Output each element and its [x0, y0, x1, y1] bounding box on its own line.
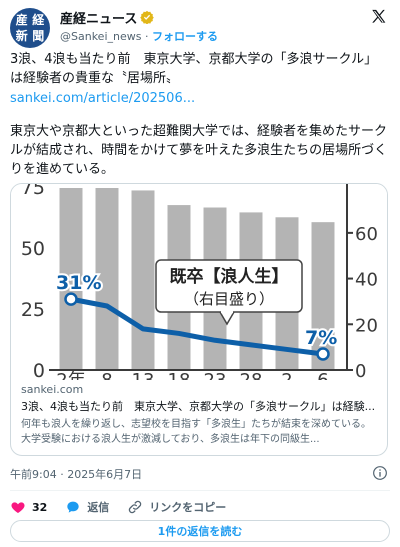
reply-button[interactable]: 返信: [65, 499, 109, 515]
bar: [95, 188, 119, 370]
avatar-char: 新: [15, 29, 28, 44]
start-value-label: 31%: [56, 272, 101, 294]
y-right-tick-label: 40: [355, 270, 378, 291]
x-tick-label: 2: [281, 370, 292, 380]
x-tick-label: 8: [101, 370, 112, 380]
like-button[interactable]: 32: [10, 499, 47, 515]
post-body: 東京大や京都大といった超難関大学では、経験者を集めたサークルが結成され、時間をか…: [10, 124, 388, 177]
card-description: 何年も浪人を繰り返し、志望校を目指す「多浪生」たちが結束を深めている。大学受験に…: [21, 419, 371, 445]
y-right-tick-label: 20: [355, 315, 378, 336]
x-tick-label: 6: [317, 370, 328, 380]
y-right-tick-label: 60: [355, 224, 378, 245]
avatar-char: 産: [15, 12, 28, 27]
bar: [311, 222, 335, 370]
x-tick-label: 13: [132, 370, 155, 380]
copy-link-label: リンクをコピー: [149, 501, 227, 514]
action-bar: 32 返信 リンクをコピー: [10, 497, 244, 517]
post-timestamp[interactable]: 午前9:04 · 2025年6月7日: [10, 468, 143, 481]
bar: [59, 188, 83, 370]
series-name-label: 既卒【浪人生】: [170, 266, 289, 287]
account-name[interactable]: 産経ニュース: [60, 11, 138, 27]
account-name-row: 産経ニュース: [60, 8, 155, 27]
read-replies-button[interactable]: 1件の返信を読む: [10, 520, 390, 542]
verified-badge-icon: [140, 10, 155, 24]
like-count: 32: [32, 500, 48, 514]
avatar-char: 経: [32, 12, 45, 27]
y-left-tick-label: 0: [33, 360, 45, 380]
link-card[interactable]: 0 25 50 75 0 20 40 60 31% 7% 既卒【浪人生】 （右目盛り） 2年 8 13 18 2…: [10, 183, 388, 456]
x-tick-label: 2年: [56, 370, 85, 380]
avatar-char: 聞: [32, 29, 45, 44]
end-value-label: 7%: [305, 327, 337, 349]
separator: ·: [144, 30, 149, 43]
bar: [131, 190, 155, 370]
x-tick-label: 23: [204, 370, 227, 380]
copy-link-button[interactable]: リンクをコピー: [127, 499, 226, 515]
account-handle[interactable]: @Sankei_news: [60, 30, 142, 43]
reply-icon: [67, 501, 79, 513]
post-header: 産 経 新 聞 産経ニュース @Sankei_news · フォローする: [0, 0, 400, 48]
y-left-tick-label: 75: [21, 184, 45, 199]
chart: 0 25 50 75 0 20 40 60 31% 7% 既卒【浪人生】 （右目盛り） 2年 8 13 18 2…: [11, 184, 387, 380]
y-left-tick-label: 25: [21, 299, 45, 321]
line-series-path: [70, 296, 324, 357]
reply-label: 返信: [87, 501, 110, 514]
line-series-point: [64, 292, 78, 306]
y-right-tick-label: 0: [355, 361, 366, 380]
heart-icon: [11, 502, 25, 513]
card-domain: sankei.com: [21, 383, 84, 396]
link-icon: [129, 500, 142, 514]
account-avatar[interactable]: 産 経 新 聞: [10, 8, 50, 48]
handle-row: @Sankei_news · フォローする: [60, 28, 218, 44]
x-tick-label: 28: [240, 370, 263, 380]
series-sub-label: （右目盛り）: [184, 290, 274, 308]
x-tick-label: 18: [168, 370, 191, 380]
x-logo-icon[interactable]: [370, 8, 388, 26]
card-text: sankei.com 3浪、4浪も当たり前 東京大学、京都大学の「多浪サークル」…: [21, 382, 379, 447]
series-callout-pointer: [219, 311, 235, 326]
card-title: 3浪、4浪も当たり前 東京大学、京都大学の「多浪サークル」は経験...: [21, 400, 376, 413]
post-link[interactable]: sankei.com/article/202506...: [10, 91, 196, 106]
post-title: 3浪、4浪も当たり前 東京大学、京都大学の「多浪サークル」は経験者の貴重な〝居場…: [10, 52, 378, 86]
info-icon[interactable]: [372, 465, 388, 481]
line-series-point: [316, 347, 330, 361]
y-left-tick-label: 50: [21, 238, 45, 260]
follow-button[interactable]: フォローする: [151, 30, 218, 43]
divider: [10, 490, 390, 491]
